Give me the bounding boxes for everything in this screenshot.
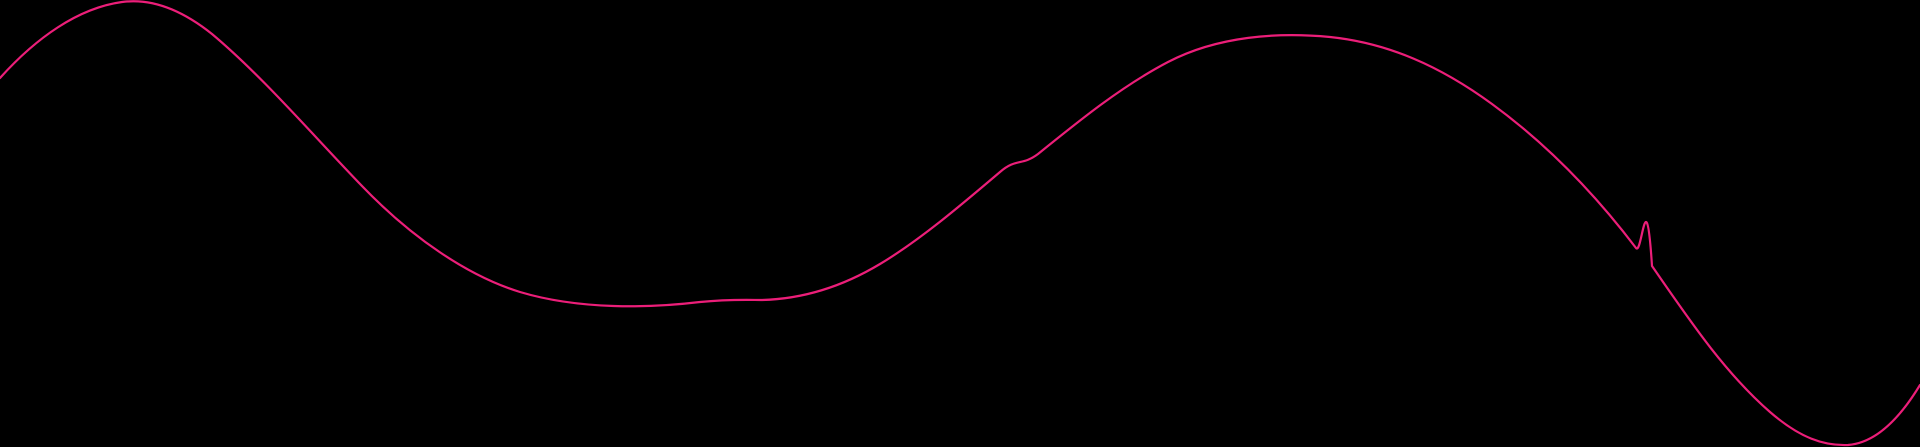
- sine-wave-curve: [0, 0, 1920, 447]
- plot-canvas: [0, 0, 1920, 447]
- curve-plot-svg: [0, 0, 1920, 447]
- plot-background: [0, 0, 1920, 447]
